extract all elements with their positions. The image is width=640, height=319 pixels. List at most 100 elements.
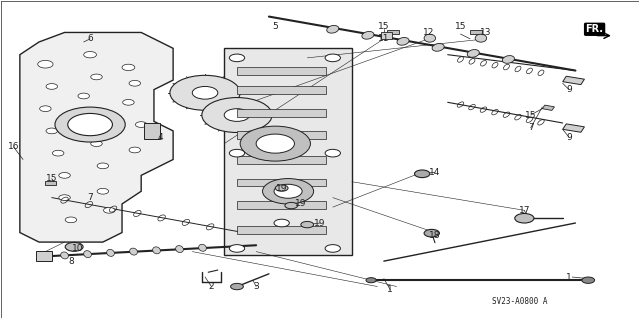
Circle shape xyxy=(104,207,115,213)
Text: 18: 18 xyxy=(429,231,441,240)
Circle shape xyxy=(366,278,376,283)
Text: 8: 8 xyxy=(68,257,74,266)
Ellipse shape xyxy=(84,251,92,258)
Circle shape xyxy=(78,93,90,99)
Text: 13: 13 xyxy=(480,28,492,37)
Bar xyxy=(542,105,554,110)
Ellipse shape xyxy=(475,34,486,42)
Ellipse shape xyxy=(327,26,339,33)
Circle shape xyxy=(230,283,243,290)
Text: 14: 14 xyxy=(429,168,440,177)
Bar xyxy=(237,201,326,209)
Ellipse shape xyxy=(467,49,479,57)
Circle shape xyxy=(325,149,340,157)
Polygon shape xyxy=(20,33,173,242)
Bar xyxy=(36,251,52,261)
Text: 10: 10 xyxy=(72,244,83,253)
Circle shape xyxy=(224,109,250,122)
Text: 5: 5 xyxy=(273,22,278,31)
Circle shape xyxy=(515,213,534,223)
Text: 1: 1 xyxy=(387,285,393,294)
Text: 2: 2 xyxy=(209,282,214,291)
Circle shape xyxy=(202,98,272,132)
Circle shape xyxy=(301,221,314,228)
Circle shape xyxy=(129,147,141,153)
Bar xyxy=(237,109,326,117)
Text: 19: 19 xyxy=(276,184,287,193)
Bar xyxy=(45,181,56,185)
Circle shape xyxy=(582,277,595,283)
Circle shape xyxy=(415,170,430,178)
Bar xyxy=(145,123,161,139)
Text: 15: 15 xyxy=(378,22,390,31)
Ellipse shape xyxy=(198,244,206,251)
Bar xyxy=(381,32,392,39)
Circle shape xyxy=(65,217,77,223)
Circle shape xyxy=(68,114,113,136)
Circle shape xyxy=(91,115,102,121)
Circle shape xyxy=(46,128,58,134)
Circle shape xyxy=(97,163,109,169)
Circle shape xyxy=(52,150,64,156)
Circle shape xyxy=(325,245,340,252)
Bar xyxy=(470,30,481,34)
Circle shape xyxy=(192,86,218,99)
Bar xyxy=(237,179,326,187)
Circle shape xyxy=(38,60,53,68)
Text: 15: 15 xyxy=(455,22,467,31)
Bar xyxy=(237,226,326,234)
Circle shape xyxy=(170,75,240,110)
Circle shape xyxy=(65,242,83,251)
Bar xyxy=(237,131,326,139)
Text: 12: 12 xyxy=(423,28,435,37)
Circle shape xyxy=(274,219,289,227)
Circle shape xyxy=(274,184,302,198)
Circle shape xyxy=(229,149,244,157)
Circle shape xyxy=(40,106,51,112)
Bar xyxy=(237,86,326,94)
Ellipse shape xyxy=(152,247,161,254)
Circle shape xyxy=(240,126,310,161)
Circle shape xyxy=(275,185,288,191)
Bar xyxy=(237,156,326,164)
Circle shape xyxy=(97,189,109,194)
Ellipse shape xyxy=(362,32,374,39)
Ellipse shape xyxy=(107,249,115,256)
Ellipse shape xyxy=(502,56,515,63)
Text: 16: 16 xyxy=(8,142,19,151)
Circle shape xyxy=(229,245,244,252)
Bar xyxy=(237,67,326,75)
Circle shape xyxy=(84,51,97,58)
Ellipse shape xyxy=(432,43,444,51)
Circle shape xyxy=(285,202,298,209)
Circle shape xyxy=(59,173,70,178)
Text: 15: 15 xyxy=(525,111,536,120)
Circle shape xyxy=(123,100,134,105)
Circle shape xyxy=(262,179,314,204)
Ellipse shape xyxy=(130,248,138,255)
Ellipse shape xyxy=(61,252,68,259)
Text: 9: 9 xyxy=(566,133,572,142)
Bar xyxy=(387,30,399,34)
Text: 11: 11 xyxy=(378,34,390,43)
Ellipse shape xyxy=(424,34,436,42)
Text: 15: 15 xyxy=(46,174,58,183)
Text: 9: 9 xyxy=(566,85,572,94)
Text: 17: 17 xyxy=(518,206,530,215)
Text: 6: 6 xyxy=(87,34,93,43)
Circle shape xyxy=(129,80,141,86)
Circle shape xyxy=(46,84,58,89)
Text: 3: 3 xyxy=(253,282,259,291)
Circle shape xyxy=(122,64,135,70)
Ellipse shape xyxy=(397,38,409,45)
Circle shape xyxy=(229,54,244,62)
Text: FR.: FR. xyxy=(586,24,604,34)
Ellipse shape xyxy=(175,246,184,253)
Bar xyxy=(563,76,584,85)
Text: 4: 4 xyxy=(157,133,163,142)
Text: 19: 19 xyxy=(295,199,307,208)
Circle shape xyxy=(424,229,440,237)
Circle shape xyxy=(136,122,147,127)
Circle shape xyxy=(91,141,102,146)
Polygon shape xyxy=(224,48,352,255)
